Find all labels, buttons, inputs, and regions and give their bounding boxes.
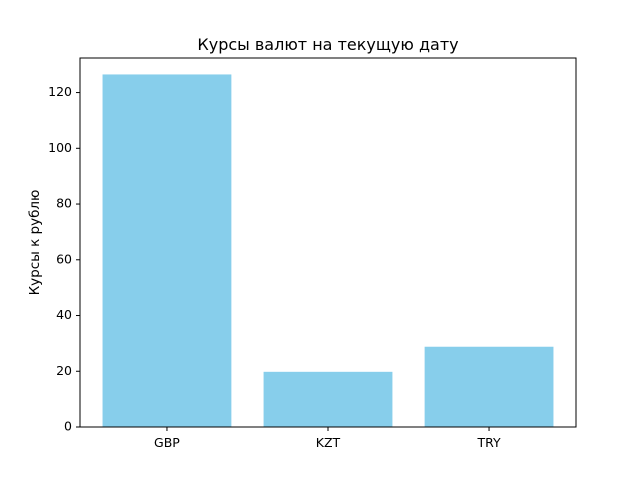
y-tick-label-40: 40 [56,307,72,322]
y-axis-title: Курсы к рублю [27,190,43,296]
x-tick-label-kzt: KZT [316,435,341,450]
x-tick-label-gbp: GBP [154,435,180,450]
y-axis: 0 20 40 60 80 100 120 [48,84,80,434]
bar-kzt [263,371,393,427]
y-tick-label-120: 120 [48,84,72,99]
plot-frame [79,57,577,428]
bars-group [102,74,554,427]
y-tick-label-0: 0 [64,419,72,434]
y-tick-label-60: 60 [56,251,72,266]
y-tick-label-20: 20 [56,363,72,378]
bar-gbp [102,74,232,427]
y-tick-label-80: 80 [56,196,72,211]
chart-title: Курсы валют на текущую дату [197,35,458,54]
x-tick-label-try: TRY [476,435,501,450]
bar-try [424,346,554,427]
x-axis: GBP KZT TRY [154,427,501,450]
y-tick-label-100: 100 [48,140,72,155]
